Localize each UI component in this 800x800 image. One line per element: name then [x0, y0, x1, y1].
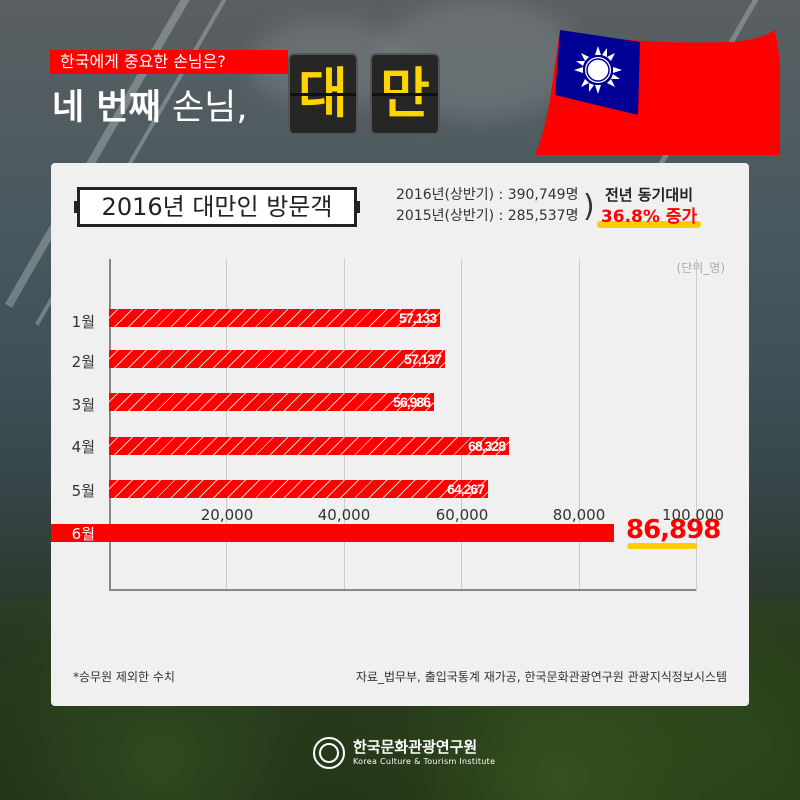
bar-jan: 57,133: [109, 309, 440, 327]
bar-feb: 57,137: [109, 350, 445, 368]
logo-name-ko: 한국문화관광연구원: [353, 738, 478, 756]
yoy-highlight: [597, 221, 701, 228]
month-label: 5월: [71, 482, 95, 500]
unit-label: (단위_명): [676, 261, 725, 275]
bar-may: 64,267: [109, 480, 488, 498]
gridline: [696, 259, 697, 591]
bar-value: 57,137: [404, 351, 442, 367]
flip-card-1: 대: [288, 53, 358, 135]
gridline: [226, 259, 227, 591]
month-label: 4월: [71, 438, 95, 456]
bar-apr: 68,328: [109, 437, 509, 455]
x-tick: 60,000: [435, 506, 489, 524]
gridline: [579, 259, 580, 591]
half-year-stats: 2016년(상반기) : 390,749명 2015년(상반기) : 285,5…: [396, 185, 578, 227]
bar-chart: [109, 259, 697, 591]
logo-text: 한국문화관광연구원 Korea Culture & Tourism Instit…: [353, 738, 495, 768]
headline: 네 번째 손님,: [52, 84, 247, 132]
chart-title: 2016년 대만인 방문객: [74, 187, 360, 227]
month-label: 3월: [71, 396, 95, 414]
flip-card-2: 만: [370, 53, 440, 135]
subtitle-tag: 한국에게 중요한 손님은?: [50, 50, 288, 74]
logo-name-en: Korea Culture & Tourism Institute: [353, 757, 496, 766]
footnote: *승무원 제외한 수치: [73, 670, 175, 684]
month-label: 2월: [71, 353, 95, 371]
month-label-highlight: 6월: [71, 525, 95, 543]
month-label: 1월: [71, 313, 95, 331]
source-note: 자료_법무부, 출입국통계 재가공, 한국문화관광연구원 관광지식정보시스템: [355, 670, 727, 684]
highlight-underline: [627, 543, 697, 549]
x-axis: [109, 589, 696, 591]
gridline: [344, 259, 345, 591]
x-tick: 100,000: [661, 506, 725, 524]
gridline: [461, 259, 462, 591]
headline-bold: 네 번째: [52, 88, 161, 128]
bar-jun-highlight: [51, 524, 614, 542]
x-tick: 80,000: [552, 506, 606, 524]
bar-value: 56,986: [393, 394, 431, 410]
x-tick: 20,000: [200, 506, 254, 524]
bar-value: 57,133: [399, 310, 437, 326]
y-axis: [109, 259, 111, 591]
highlight-value: 86,898: [626, 515, 721, 545]
bracket-icon: ): [583, 189, 595, 224]
chart-card: 2016년 대만인 방문객 2016년(상반기) : 390,749명 2015…: [51, 163, 749, 706]
yoy-label: 전년 동기대비: [604, 186, 694, 204]
yoy-value: 36.8% 증가: [600, 207, 698, 227]
kcti-logo: 한국문화관광연구원 Korea Culture & Tourism Instit…: [313, 737, 495, 769]
taiwan-flag-icon: [535, 30, 780, 155]
headline-light: 손님,: [171, 88, 248, 128]
stat-2015: 2015년(상반기) : 285,537명: [396, 208, 579, 224]
bar-mar: 56,986: [109, 393, 434, 411]
bar-value: 64,267: [447, 481, 485, 497]
bar-value: 68,328: [468, 438, 506, 454]
x-tick: 40,000: [317, 506, 371, 524]
logo-ring-icon: [313, 737, 345, 769]
stat-2016: 2016년(상반기) : 390,749명: [396, 187, 579, 203]
